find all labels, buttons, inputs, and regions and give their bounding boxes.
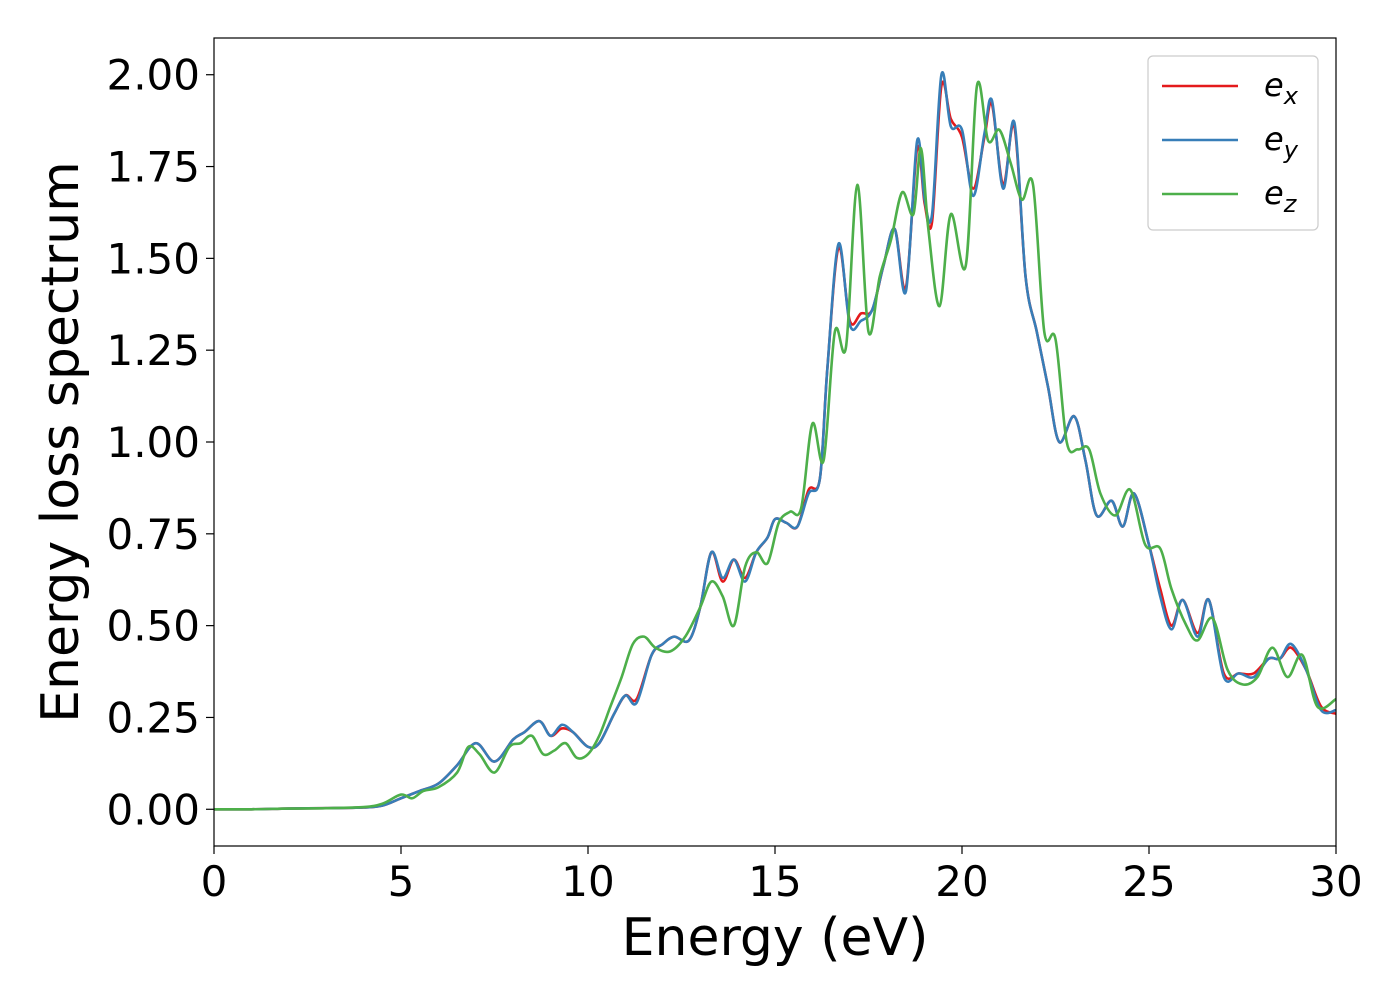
y-tick-label: 0.50 [106,602,200,651]
x-tick-label: 10 [561,857,614,906]
x-tick-label: 20 [935,857,988,906]
x-tick-label: 0 [201,857,228,906]
legend-label-subscript: x [1283,82,1299,110]
y-tick-label: 2.00 [106,51,200,100]
x-tick-label: 30 [1309,857,1362,906]
y-axis-title: Energy loss spectrum [31,161,91,723]
series-line-y [214,71,1336,811]
x-axis-title: Energy (eV) [622,908,929,968]
x-tick-label: 5 [388,857,415,906]
y-tick-label: 0.00 [106,785,200,834]
series-layer [214,71,1336,811]
y-axis-ticks: 0.00 0.25 0.50 0.75 1.00 1.25 1.50 1.75 2.00 [106,51,214,834]
x-tick-label: 15 [748,857,801,906]
legend-label-subscript: z [1283,190,1298,218]
series-line-z [214,80,1336,811]
y-tick-label: 1.75 [106,143,200,192]
y-tick-label: 1.25 [106,326,200,375]
x-axis-ticks: 0 5 10 15 20 25 30 [201,846,1363,906]
y-tick-label: 1.50 [106,234,200,283]
legend-box [1147,55,1319,231]
y-tick-label: 1.00 [106,418,200,467]
y-tick-label: 0.75 [106,510,200,559]
x-tick-label: 25 [1122,857,1175,906]
y-tick-label: 0.25 [106,693,200,742]
legend-label-subscript: y [1283,136,1299,164]
